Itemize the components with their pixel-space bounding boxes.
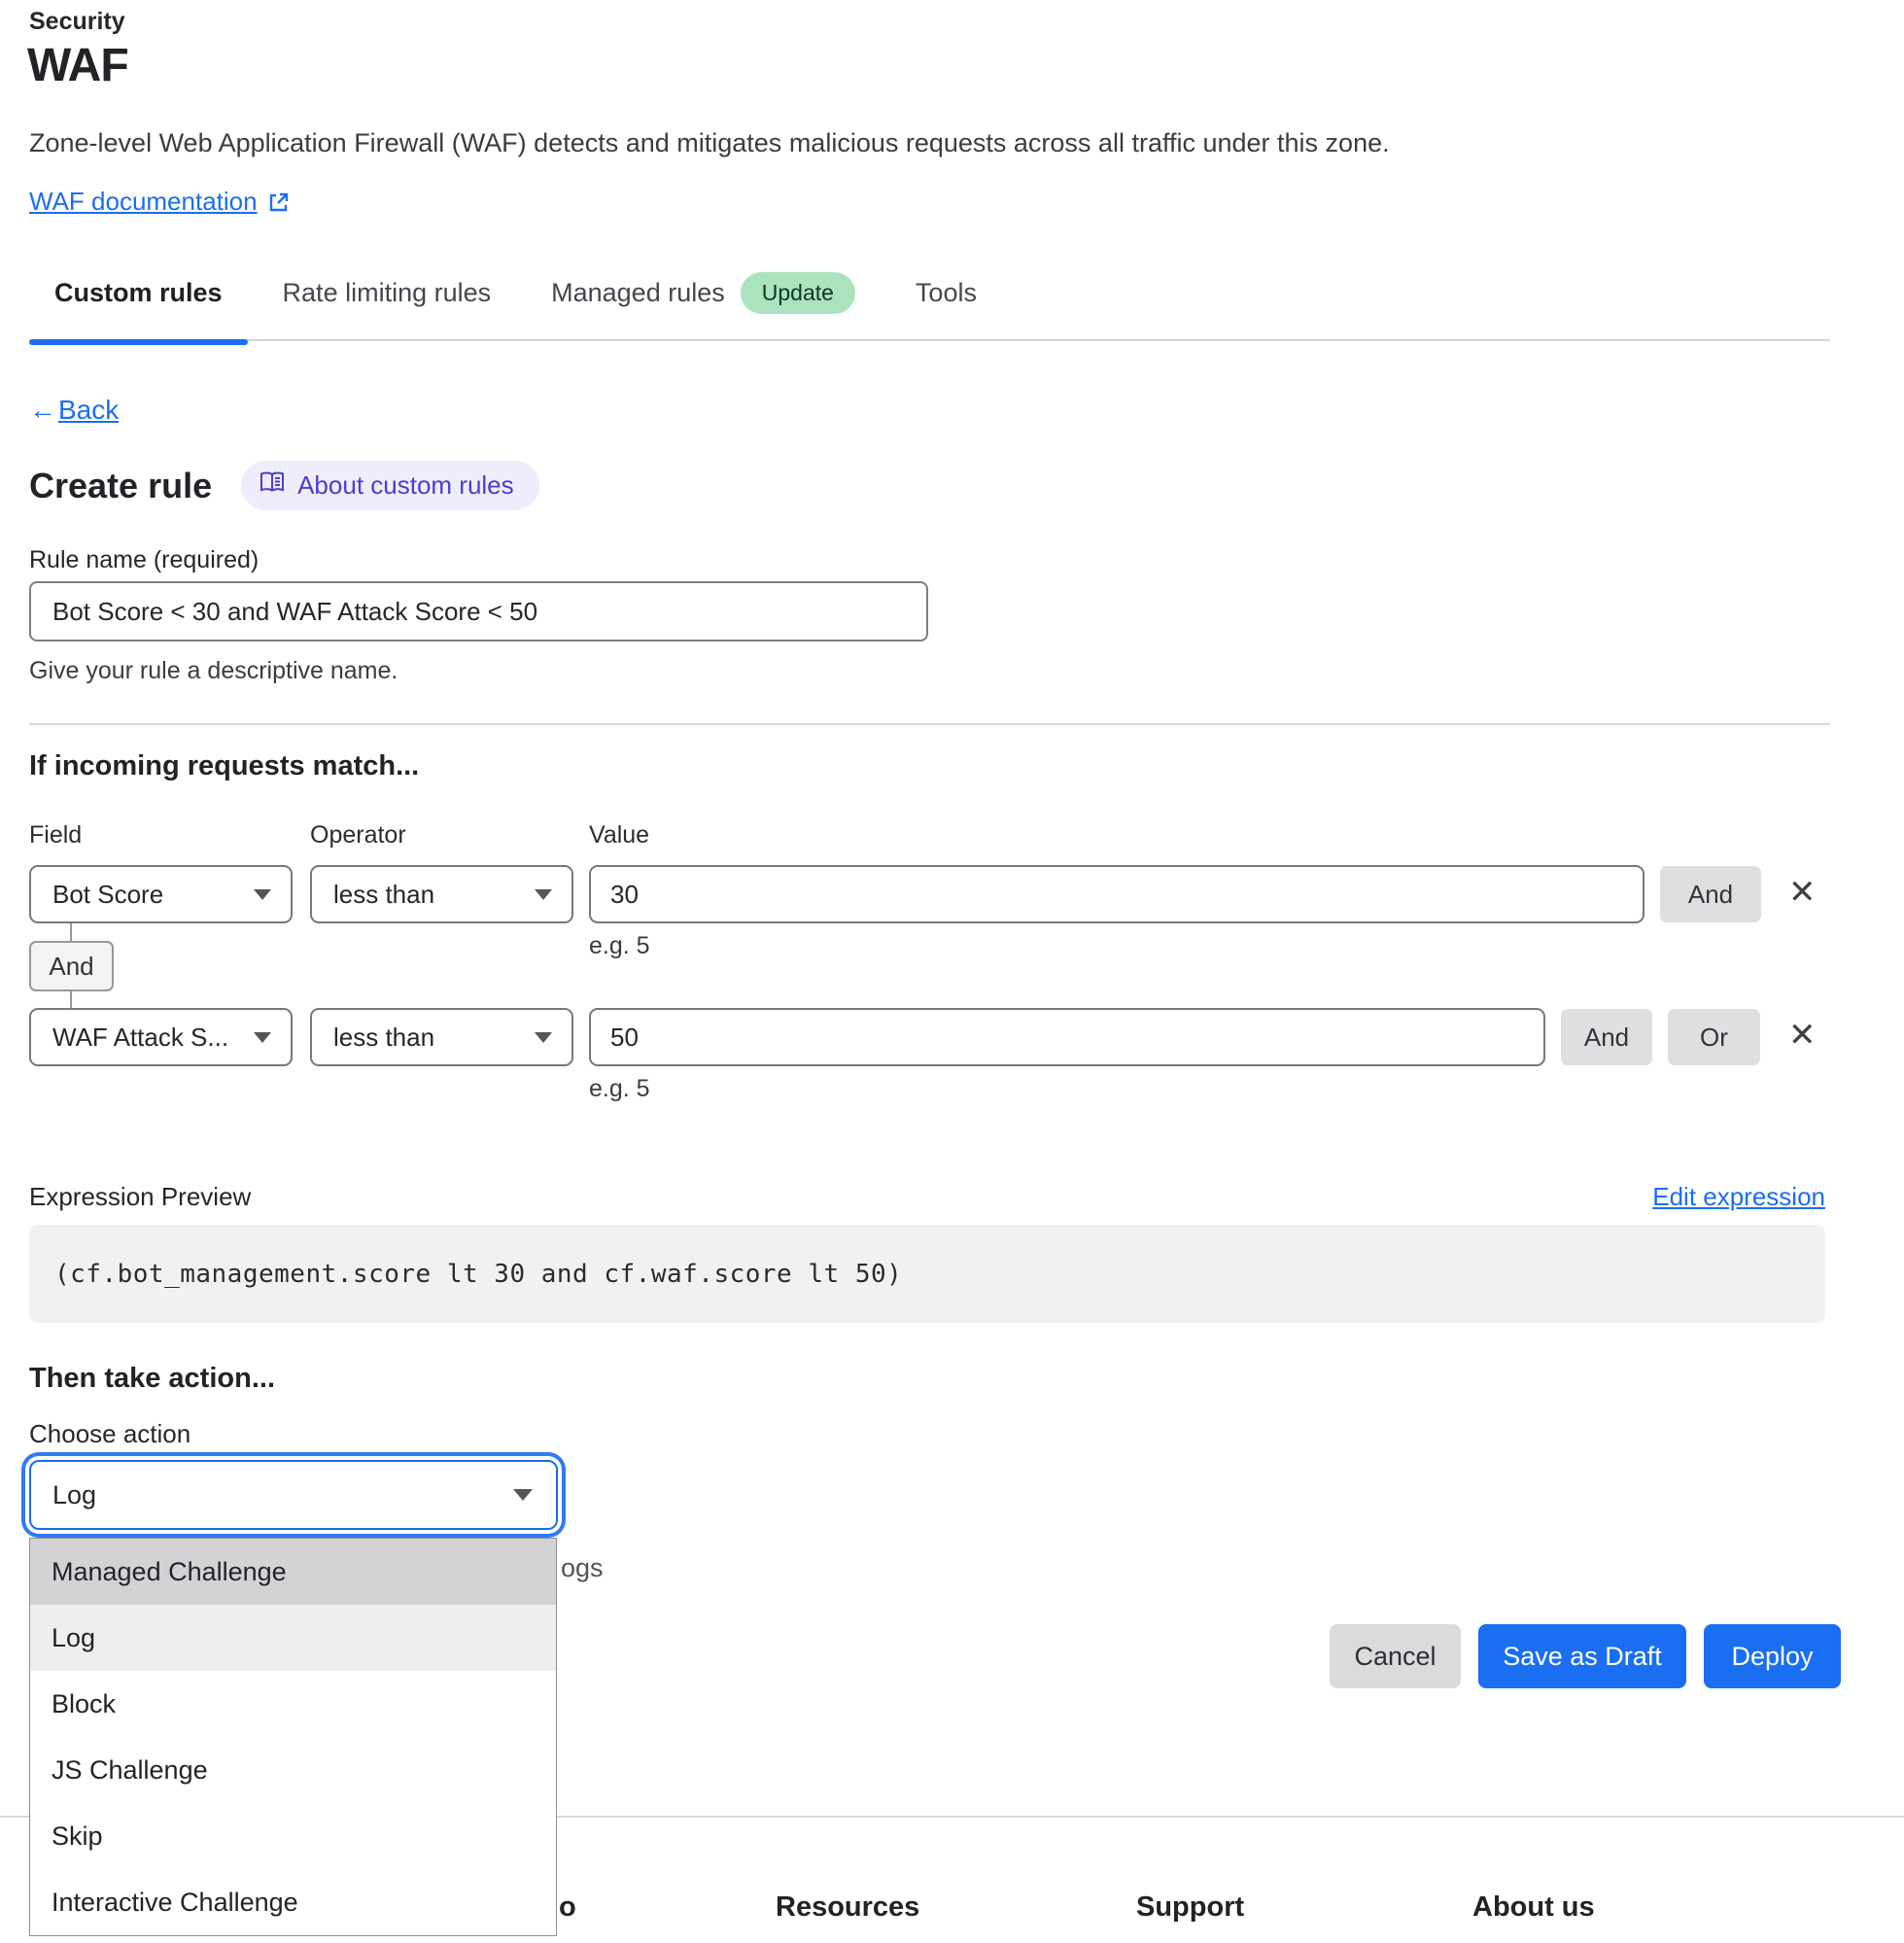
field-select-row1-value: Bot Score xyxy=(52,879,164,909)
dropdown-option-block[interactable]: Block xyxy=(52,1688,117,1718)
value-hint-row2: e.g. 5 xyxy=(589,1075,650,1102)
tab-rate-limiting-rules[interactable]: Rate limiting rules xyxy=(258,272,517,314)
deploy-button[interactable]: Deploy xyxy=(1704,1624,1841,1688)
book-icon xyxy=(259,470,286,501)
section-divider xyxy=(29,723,1830,725)
action-select-value: Log xyxy=(52,1479,97,1509)
chevron-down-icon xyxy=(254,1031,271,1043)
rule-name-label: Rule name (required) xyxy=(29,546,260,573)
occluded-helper-text-fragment: ogs xyxy=(561,1553,604,1582)
operator-select-row2-value: less than xyxy=(333,1022,435,1052)
tab-label: Managed rules xyxy=(551,278,725,307)
operator-select-row1-value: less than xyxy=(333,879,435,909)
dropdown-option-skip[interactable]: Skip xyxy=(52,1821,103,1851)
expression-code: (cf.bot_management.score lt 30 and cf.wa… xyxy=(54,1259,903,1289)
about-custom-rules-link[interactable]: About custom rules xyxy=(241,461,539,510)
expression-preview-box: (cf.bot_management.score lt 30 and cf.wa… xyxy=(29,1225,1825,1323)
action-heading: Then take action... xyxy=(29,1363,275,1394)
connector-line-bottom xyxy=(70,991,72,1008)
field-select-row2-value: WAF Attack S... xyxy=(52,1022,229,1052)
footer-heading-support[interactable]: Support xyxy=(1136,1891,1245,1923)
dropdown-option-js-challenge[interactable]: JS Challenge xyxy=(52,1754,208,1785)
field-select-row2[interactable]: WAF Attack S... xyxy=(29,1008,293,1066)
cancel-button[interactable]: Cancel xyxy=(1330,1624,1461,1688)
add-and-button-row1[interactable]: And xyxy=(1660,866,1761,922)
tab-custom-rules[interactable]: Custom rules xyxy=(29,272,248,345)
value-column-label: Value xyxy=(589,821,650,849)
waf-documentation-link-label: WAF documentation xyxy=(29,187,258,216)
back-link-label: Back xyxy=(58,395,120,425)
condition-builder: Field Operator Value Bot Score less than… xyxy=(29,821,1830,1113)
tab-managed-rules[interactable]: Managed rules Update xyxy=(526,272,881,314)
chevron-down-icon xyxy=(535,888,552,900)
field-column-label: Field xyxy=(29,821,83,849)
value-input-row1[interactable] xyxy=(589,865,1644,923)
chevron-down-icon xyxy=(535,1031,552,1043)
action-select[interactable]: Log xyxy=(29,1460,558,1530)
operator-column-label: Operator xyxy=(310,821,406,849)
waf-documentation-link[interactable]: WAF documentation xyxy=(29,187,291,217)
create-rule-heading: Create rule xyxy=(29,465,213,505)
about-custom-rules-label: About custom rules xyxy=(297,470,514,500)
tab-label: Rate limiting rules xyxy=(282,278,492,307)
tab-tools[interactable]: Tools xyxy=(890,272,1002,314)
field-select-row1[interactable]: Bot Score xyxy=(29,865,293,923)
add-or-button-row2[interactable]: Or xyxy=(1668,1009,1760,1065)
add-and-button-row2[interactable]: And xyxy=(1561,1009,1652,1065)
edit-expression-link[interactable]: Edit expression xyxy=(1652,1182,1825,1211)
dropdown-option-managed-challenge[interactable]: Managed Challenge xyxy=(30,1539,556,1605)
save-as-draft-button[interactable]: Save as Draft xyxy=(1478,1624,1686,1688)
footer-heading-resources[interactable]: Resources xyxy=(776,1891,920,1923)
tab-label: Custom rules xyxy=(54,278,223,307)
action-dropdown-menu: Managed Challenge Log Block JS Challenge… xyxy=(29,1538,557,1936)
form-actions: Cancel Save as Draft Deploy xyxy=(29,1624,1841,1688)
section-eyebrow: Security xyxy=(29,8,125,35)
operator-select-row1[interactable]: less than xyxy=(310,865,573,923)
page-title: WAF xyxy=(27,40,129,91)
external-link-icon xyxy=(267,191,291,214)
back-link[interactable]: ←Back xyxy=(29,395,119,426)
remove-condition-icon-row2[interactable]: ✕ xyxy=(1788,1017,1817,1054)
footer-divider xyxy=(0,1816,1904,1818)
remove-condition-icon-row1[interactable]: ✕ xyxy=(1788,874,1817,911)
page-description: Zone-level Web Application Firewall (WAF… xyxy=(29,128,1390,157)
value-input-row2[interactable] xyxy=(589,1008,1545,1066)
tab-bar: Custom rules Rate limiting rules Managed… xyxy=(29,272,1830,345)
tab-label: Tools xyxy=(915,278,977,307)
rule-name-input[interactable] xyxy=(29,581,928,642)
and-connector-chip: And xyxy=(29,941,114,991)
chevron-down-icon xyxy=(254,888,271,900)
dropdown-option-interactive-challenge[interactable]: Interactive Challenge xyxy=(52,1887,298,1917)
dropdown-option-log[interactable]: Log xyxy=(30,1605,556,1671)
value-hint-row1: e.g. 5 xyxy=(589,932,650,959)
match-heading: If incoming requests match... xyxy=(29,750,420,781)
footer-heading-partial: o xyxy=(559,1891,576,1923)
choose-action-label: Choose action xyxy=(29,1419,191,1448)
operator-select-row2[interactable]: less than xyxy=(310,1008,573,1066)
back-arrow-icon: ← xyxy=(29,395,56,425)
update-badge: Update xyxy=(740,272,855,314)
expression-preview-label: Expression Preview xyxy=(29,1182,252,1211)
rule-name-helper: Give your rule a descriptive name. xyxy=(29,657,398,684)
connector-line-top xyxy=(70,923,72,941)
footer-heading-about-us[interactable]: About us xyxy=(1472,1891,1595,1923)
chevron-down-icon xyxy=(513,1489,533,1501)
